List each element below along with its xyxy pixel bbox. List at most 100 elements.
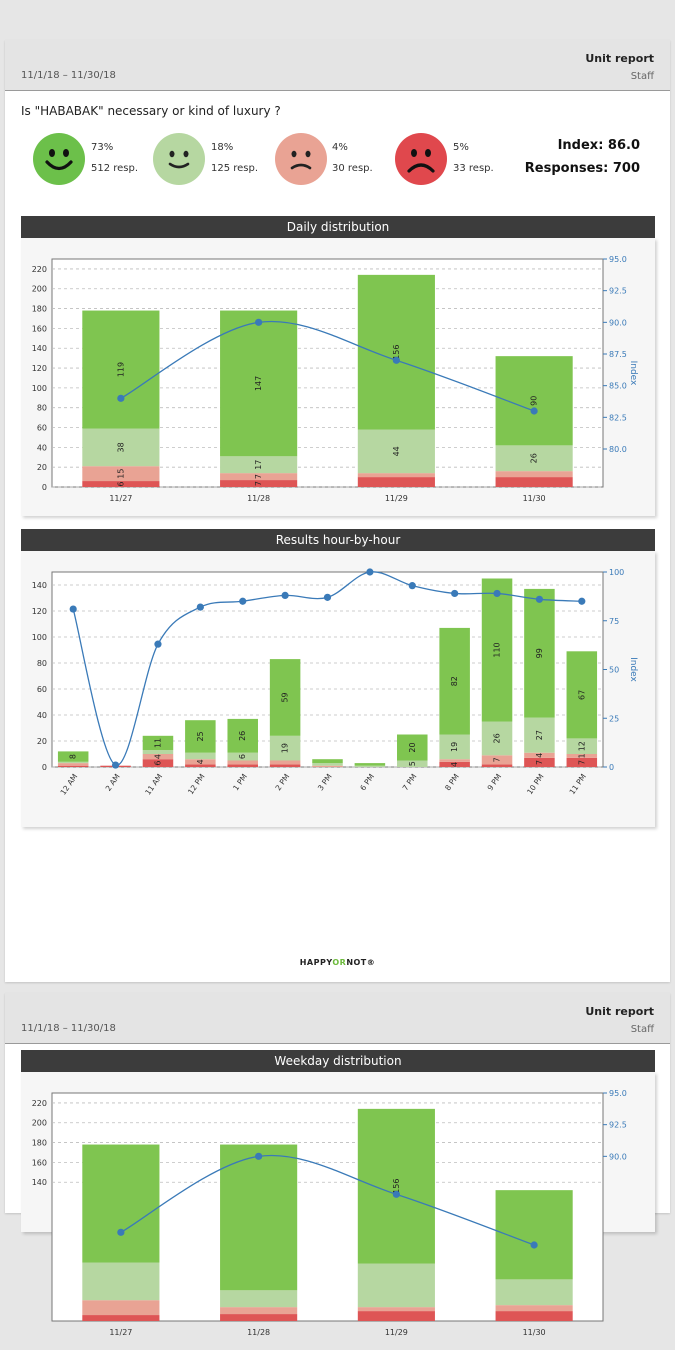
y-tick-label: 160 [32, 324, 47, 333]
index-point [111, 761, 120, 769]
bar-segment-very_unhappy [227, 764, 258, 767]
logo-text-happy: HAPPY [299, 958, 333, 967]
bar-segment-very_happy [524, 588, 555, 718]
x-tick-label: 11/28 [247, 494, 270, 503]
index-point [255, 1152, 263, 1160]
bar-segment-happy [481, 721, 513, 756]
bar-segment-unhappy [481, 755, 513, 765]
bar-segment-very_happy [220, 1144, 298, 1291]
bar-segment-unhappy [357, 1307, 435, 1312]
x-tick-label: 11 AM [143, 772, 164, 796]
hourly-results-chart: 0204060801001201400255075100Index8641142… [32, 568, 638, 797]
bar-segment-unhappy [57, 763, 89, 766]
index-summary: Index: 86.0 [557, 138, 640, 153]
weekday-distribution-chart: 140 160 180 200 220 90.0 92.5 95.0 156 11/27 11/28… [32, 1089, 627, 1337]
daily-distribution-chart: 0 20 40 60 80 100 120 140 160 180 200 220 80.0 82.5 85… [32, 255, 638, 503]
x-tick-label: 8 PM [443, 772, 461, 792]
bar-segment-happy [82, 1262, 160, 1301]
index-point [117, 394, 125, 402]
plot-area [51, 571, 604, 768]
y2-tick-label: 0 [609, 763, 614, 772]
bar-segment-unhappy [142, 754, 174, 760]
y2-tick-label: 95.0 [609, 255, 627, 264]
bar-segment-very_unhappy [357, 1311, 435, 1321]
bar-segment-very_happy [357, 274, 435, 430]
y2-tick-label: 92.5 [609, 1121, 627, 1130]
daily-chart-panel: 0 20 40 60 80 100 120 140 160 180 200 220 80.0 82.5 85… [21, 238, 655, 516]
report-header-2: 11/1/18 – 11/30/18 Unit report Staff [5, 993, 670, 1044]
bar-data-label: 7 [535, 760, 544, 765]
weekday-chart-title: Weekday distribution [21, 1050, 655, 1072]
report-title-2: Unit report [585, 1005, 654, 1018]
y2-tick-label: 100 [609, 568, 624, 577]
y2-tick-label: 50 [609, 666, 619, 675]
y2-tick-label: 90.0 [609, 318, 627, 327]
bar-segment-unhappy [82, 1300, 160, 1316]
bar-segment-unhappy [566, 754, 598, 758]
bar-segment-very_unhappy [566, 757, 598, 767]
bar-segment-very_happy [312, 759, 343, 764]
bar-segment-happy [220, 456, 298, 474]
bar-data-label: 156 [392, 345, 401, 360]
hourly-chart-title: Results hour-by-hour [21, 529, 655, 551]
y2-tick-label: 75 [609, 617, 619, 626]
index-point [392, 356, 400, 364]
bar-segment-unhappy [495, 471, 573, 478]
y-tick-label: 200 [32, 1119, 47, 1128]
very-unhappy-percent: 5% [453, 142, 469, 153]
y-tick-label: 100 [32, 633, 47, 642]
bar-data-label: 26 [493, 733, 502, 743]
bar-data-label: 59 [281, 692, 290, 702]
bar-segment-very_happy [57, 751, 89, 762]
y-tick-label: 0 [42, 483, 47, 492]
report-header: 11/1/18 – 11/30/18 Unit report Staff [5, 40, 670, 91]
bar-segment-unhappy [220, 473, 298, 481]
index-point [323, 593, 332, 601]
bar-segment-happy [269, 735, 301, 761]
y-tick-label: 120 [32, 607, 47, 616]
bar-segment-very_happy [354, 763, 386, 766]
index-point [196, 603, 204, 611]
bar-segment-happy [312, 763, 343, 766]
bar-segment-very_unhappy [220, 480, 298, 487]
bar-segment-very_happy [439, 627, 470, 735]
bar-data-label: 4 [535, 753, 544, 758]
bar-segment-happy [495, 1279, 573, 1306]
bar-segment-very_happy [566, 651, 598, 739]
bar-segment-happy [185, 752, 216, 760]
unhappy-percent: 4% [332, 142, 348, 153]
bar-data-label: 15 [116, 469, 125, 479]
index-point [530, 1241, 538, 1249]
report-subtitle: Staff [630, 71, 654, 82]
report-page-1: 11/1/18 – 11/30/18 Unit report Staff Is … [5, 40, 670, 982]
y-tick-label: 80 [37, 404, 47, 413]
bar-segment-happy [495, 445, 573, 472]
bar-segment-unhappy [269, 760, 301, 765]
y2-axis-label: Index [628, 361, 638, 386]
index-point [451, 589, 459, 598]
index-point [255, 318, 263, 326]
bar-segment-happy [57, 761, 89, 764]
x-tick-label: 12 PM [186, 772, 207, 796]
bar-segment-unhappy [185, 759, 216, 765]
y-tick-label: 60 [37, 685, 47, 694]
y2-tick-label: 90.0 [609, 1152, 627, 1161]
bar-segment-very_unhappy [481, 764, 513, 767]
index-line [120, 320, 535, 412]
happy-percent: 18% [211, 142, 234, 153]
x-tick-label: 11/29 [385, 1328, 408, 1337]
index-point [535, 595, 544, 603]
y-tick-label: 0 [42, 763, 47, 772]
bar-segment-very_unhappy [357, 477, 435, 487]
bar-data-label: 5 [408, 761, 417, 766]
y-tick-label: 140 [32, 344, 47, 353]
y-tick-label: 180 [32, 1139, 47, 1148]
bar-segment-happy [524, 717, 555, 753]
y2-tick-label: 95.0 [609, 1089, 627, 1098]
date-range-2: 11/1/18 – 11/30/18 [21, 1023, 116, 1034]
x-tick-label: 2 AM [104, 772, 122, 793]
bar-data-label: 6 [116, 481, 125, 486]
bar-segment-very_unhappy [495, 1311, 573, 1321]
bar-segment-very_happy [227, 718, 258, 753]
bar-segment-unhappy [524, 752, 555, 758]
